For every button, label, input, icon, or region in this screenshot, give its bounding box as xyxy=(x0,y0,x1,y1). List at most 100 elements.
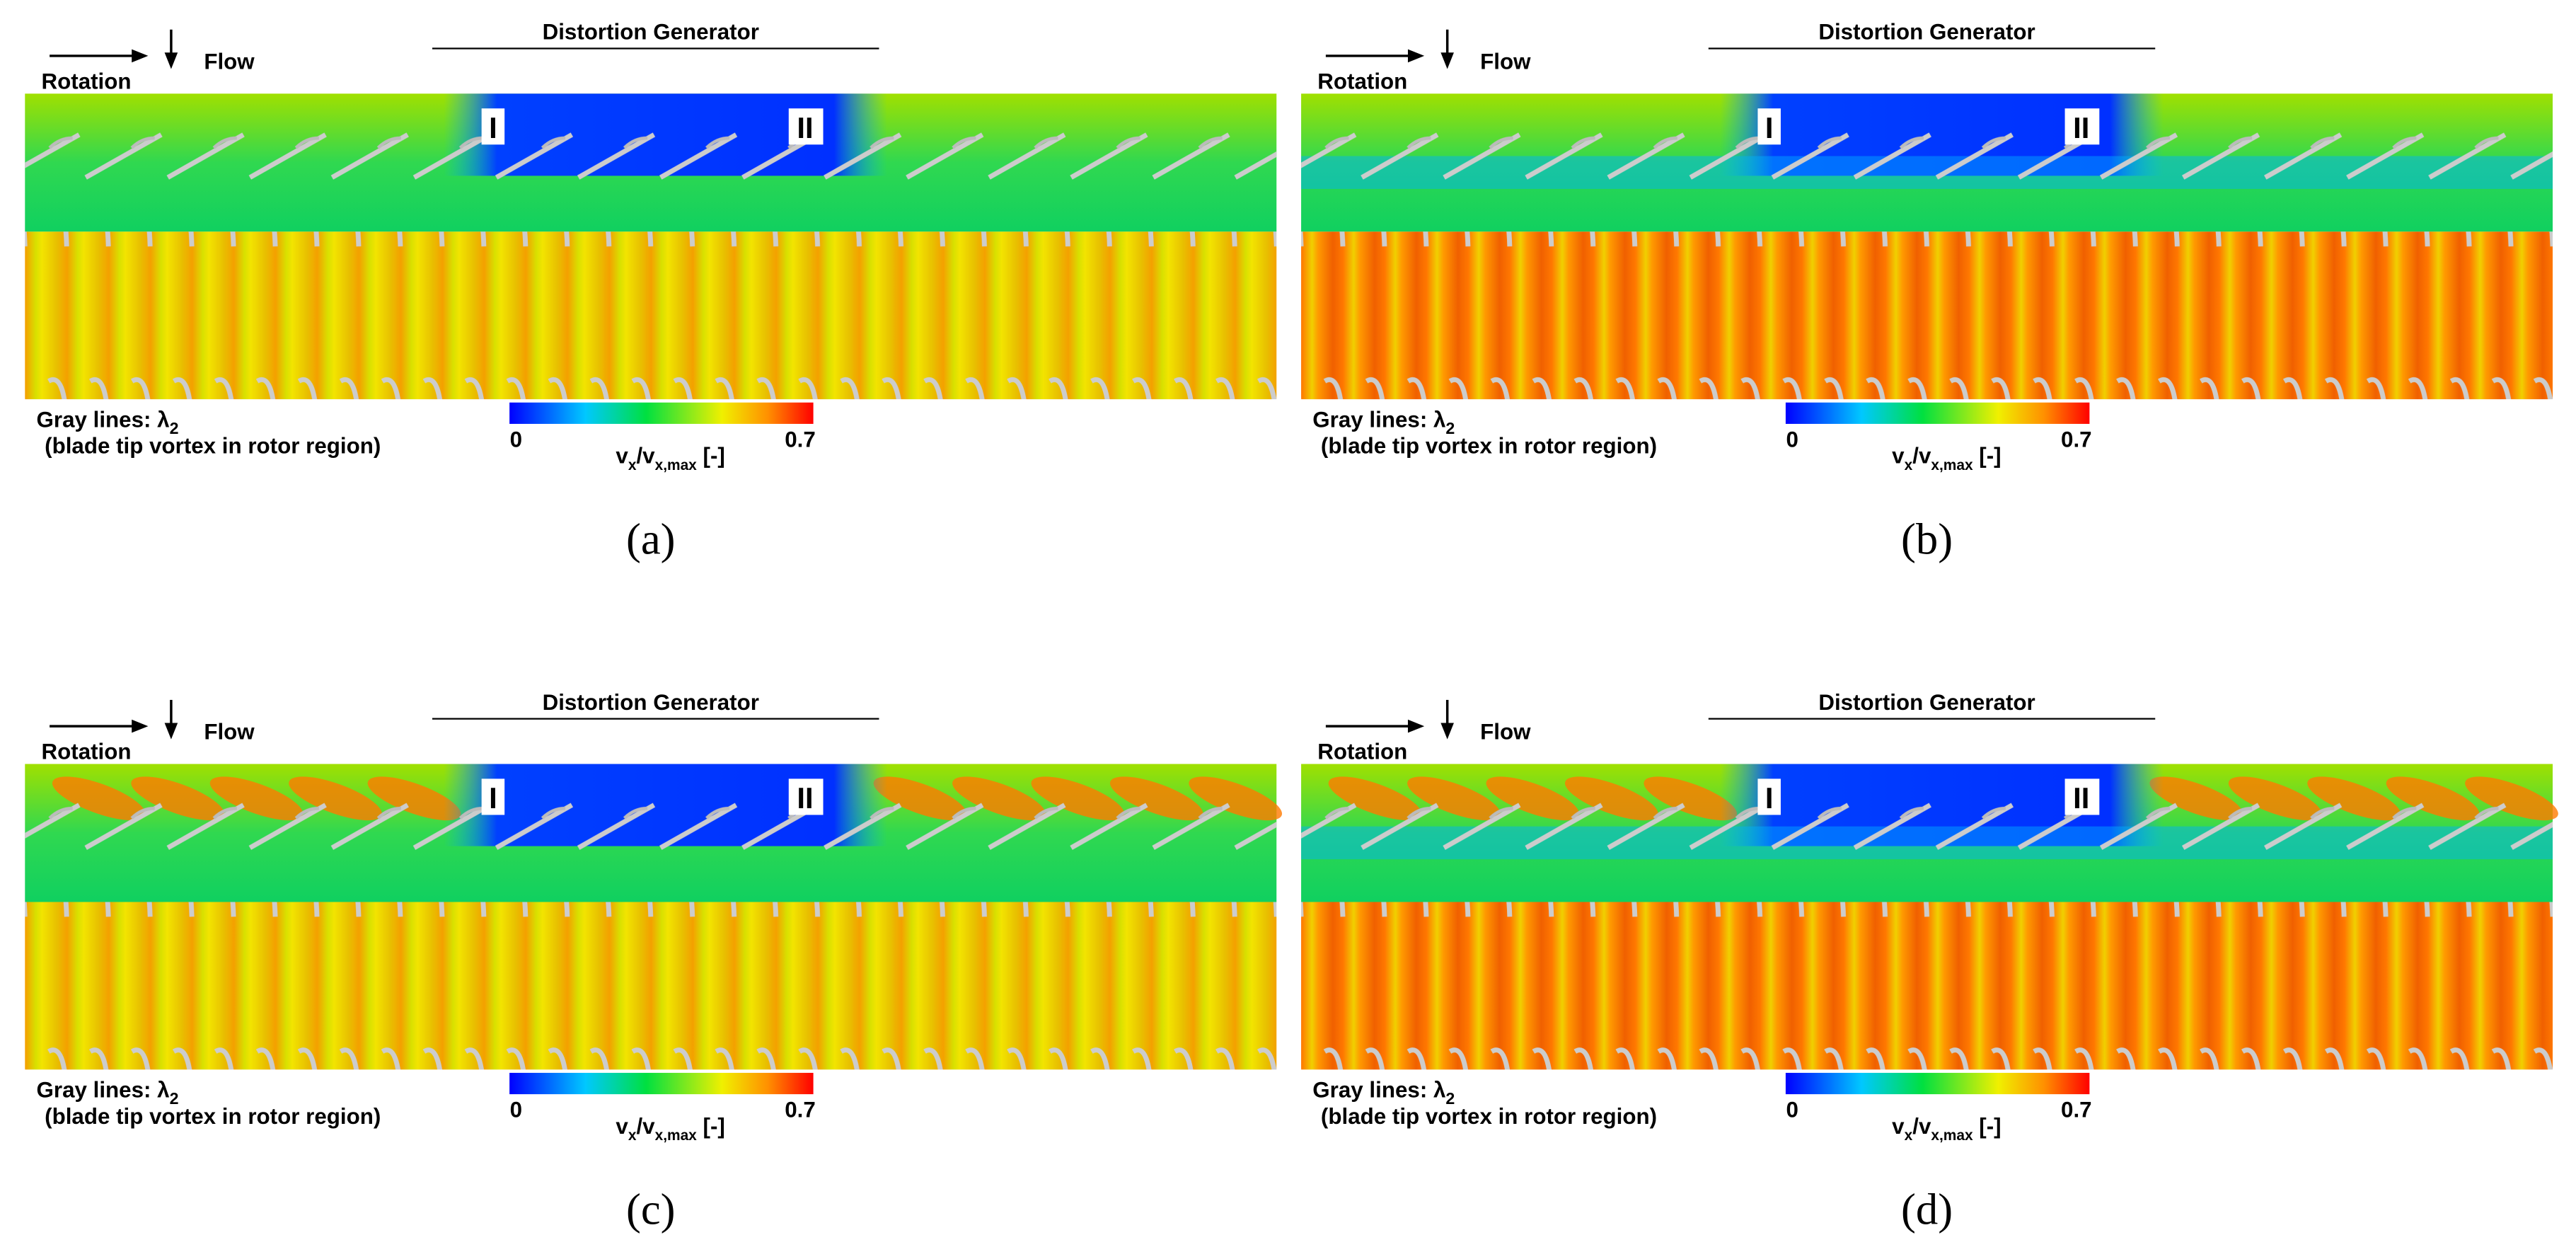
gray-lines-label: Gray lines: λ2 xyxy=(37,408,179,437)
distortion-label: Distortion Generator xyxy=(543,690,759,715)
colorbar-label-part: [-] xyxy=(697,1114,725,1139)
colorbar-label-sub: x,max xyxy=(655,457,698,473)
marker-label: I xyxy=(489,111,497,144)
stator-blades xyxy=(1301,801,2553,901)
marker-label: II xyxy=(2073,781,2089,815)
colorbar-label-part: v xyxy=(616,1114,628,1139)
colorbar-label-part: v xyxy=(616,444,628,469)
flow-label: Flow xyxy=(204,720,255,745)
colorbar-label: vx/vx,max [-] xyxy=(1892,444,2001,473)
marker-label: II xyxy=(797,781,813,815)
marker-box xyxy=(788,108,824,145)
marker-label: I xyxy=(489,781,497,815)
marker-box xyxy=(788,778,824,815)
distortion-label: Distortion Generator xyxy=(543,20,759,45)
panel-caption: (d) xyxy=(1901,1184,1953,1234)
marker-box xyxy=(1757,778,1781,815)
marker-box xyxy=(2064,108,2100,145)
stator-blades xyxy=(1301,131,2553,231)
gray-lines-sub: 2 xyxy=(170,419,179,437)
gray-lines-label: Gray lines: λ2 xyxy=(37,1078,179,1108)
colorbar-label-sub: x xyxy=(1905,1127,1913,1144)
rotation-arrowhead xyxy=(132,49,149,63)
colorbar xyxy=(1785,1072,2090,1095)
colorbar xyxy=(509,402,814,424)
rotation-arrowhead xyxy=(1407,719,1425,733)
colorbar-tick-label: 0 xyxy=(1786,427,1798,452)
colorbar-tick-label: 0.7 xyxy=(785,427,816,452)
gray-lines-label: Gray lines: λ2 xyxy=(1312,1078,1455,1108)
panel-caption: (b) xyxy=(1901,514,1953,563)
colorbar-label-part: v xyxy=(1892,444,1905,469)
colorbar-label-part: /v xyxy=(1912,444,1931,469)
gray-lines-sub: 2 xyxy=(1445,1089,1455,1108)
flow-arrowhead xyxy=(1440,723,1454,740)
colorbar-label-part: v xyxy=(1892,1114,1905,1139)
marker-box xyxy=(481,108,505,145)
flow-label: Flow xyxy=(1480,720,1531,745)
gray-lines-text: Gray lines: λ xyxy=(37,1078,170,1103)
colorbar-label-sub: x,max xyxy=(655,1127,698,1144)
colorbar-tick-label: 0 xyxy=(510,427,522,452)
colorbar-label: vx/vx,max [-] xyxy=(1892,1114,2001,1144)
colorbar-label-sub: x xyxy=(628,457,637,473)
marker-label: I xyxy=(1765,781,1774,815)
flow-arrowhead xyxy=(164,52,178,69)
gray-lines-text: Gray lines: λ xyxy=(37,408,170,432)
colorbar-tick-label: 0 xyxy=(1786,1098,1798,1122)
panel-caption: (a) xyxy=(626,514,676,563)
colorbar-tick-label: 0 xyxy=(510,1098,522,1122)
vortex-note: (blade tip vortex in rotor region) xyxy=(1321,434,1657,459)
flow-label: Flow xyxy=(1480,50,1531,74)
marker-box xyxy=(1757,108,1781,145)
rotor-field xyxy=(25,902,1277,1070)
colorbar-tick-label: 0.7 xyxy=(2061,427,2092,452)
marker-label: I xyxy=(1765,111,1774,144)
rotor-field xyxy=(25,231,1277,400)
flow-arrowhead xyxy=(1440,52,1454,69)
rotation-arrowhead xyxy=(1407,49,1425,63)
vortex-note: (blade tip vortex in rotor region) xyxy=(1321,1104,1657,1129)
colorbar xyxy=(509,1072,814,1095)
colorbar-label-part: /v xyxy=(636,444,655,469)
colorbar-label-part: /v xyxy=(636,1114,655,1139)
gray-lines-text: Gray lines: λ xyxy=(1312,1078,1445,1103)
vortex-note: (blade tip vortex in rotor region) xyxy=(45,434,381,459)
marker-label: II xyxy=(2073,111,2089,144)
rotation-label: Rotation xyxy=(41,69,131,93)
marker-box xyxy=(481,778,505,815)
gray-lines-text: Gray lines: λ xyxy=(1312,408,1445,432)
rotor-field xyxy=(1301,231,2553,400)
colorbar-tick-label: 0.7 xyxy=(785,1098,816,1122)
panel-caption: (c) xyxy=(626,1184,676,1234)
distortion-label: Distortion Generator xyxy=(1818,690,2035,715)
rotation-label: Rotation xyxy=(41,740,131,764)
vortex-note: (blade tip vortex in rotor region) xyxy=(45,1104,381,1129)
rotation-label: Rotation xyxy=(1317,69,1407,93)
colorbar-label-part: [-] xyxy=(697,444,725,469)
colorbar-label-part: [-] xyxy=(1973,1114,2002,1139)
gray-lines-label: Gray lines: λ2 xyxy=(1312,408,1455,437)
colorbar-label-sub: x xyxy=(1905,457,1913,473)
colorbar-label-part: [-] xyxy=(1973,444,2002,469)
colorbar-label: vx/vx,max [-] xyxy=(616,444,724,473)
rotation-label: Rotation xyxy=(1317,740,1407,764)
flow-arrowhead xyxy=(164,723,178,740)
rotor-field xyxy=(1301,902,2553,1070)
colorbar xyxy=(1785,402,2090,424)
colorbar-label: vx/vx,max [-] xyxy=(616,1114,724,1144)
colorbar-label-part: /v xyxy=(1912,1114,1931,1139)
rotation-arrowhead xyxy=(132,719,149,733)
colorbar-tick-label: 0.7 xyxy=(2061,1098,2092,1122)
colorbar-label-sub: x,max xyxy=(1931,457,1973,473)
colorbar-label-sub: x,max xyxy=(1931,1127,1973,1144)
marker-box xyxy=(2064,778,2100,815)
gray-lines-sub: 2 xyxy=(170,1089,179,1108)
colorbar-label-sub: x xyxy=(628,1127,637,1144)
